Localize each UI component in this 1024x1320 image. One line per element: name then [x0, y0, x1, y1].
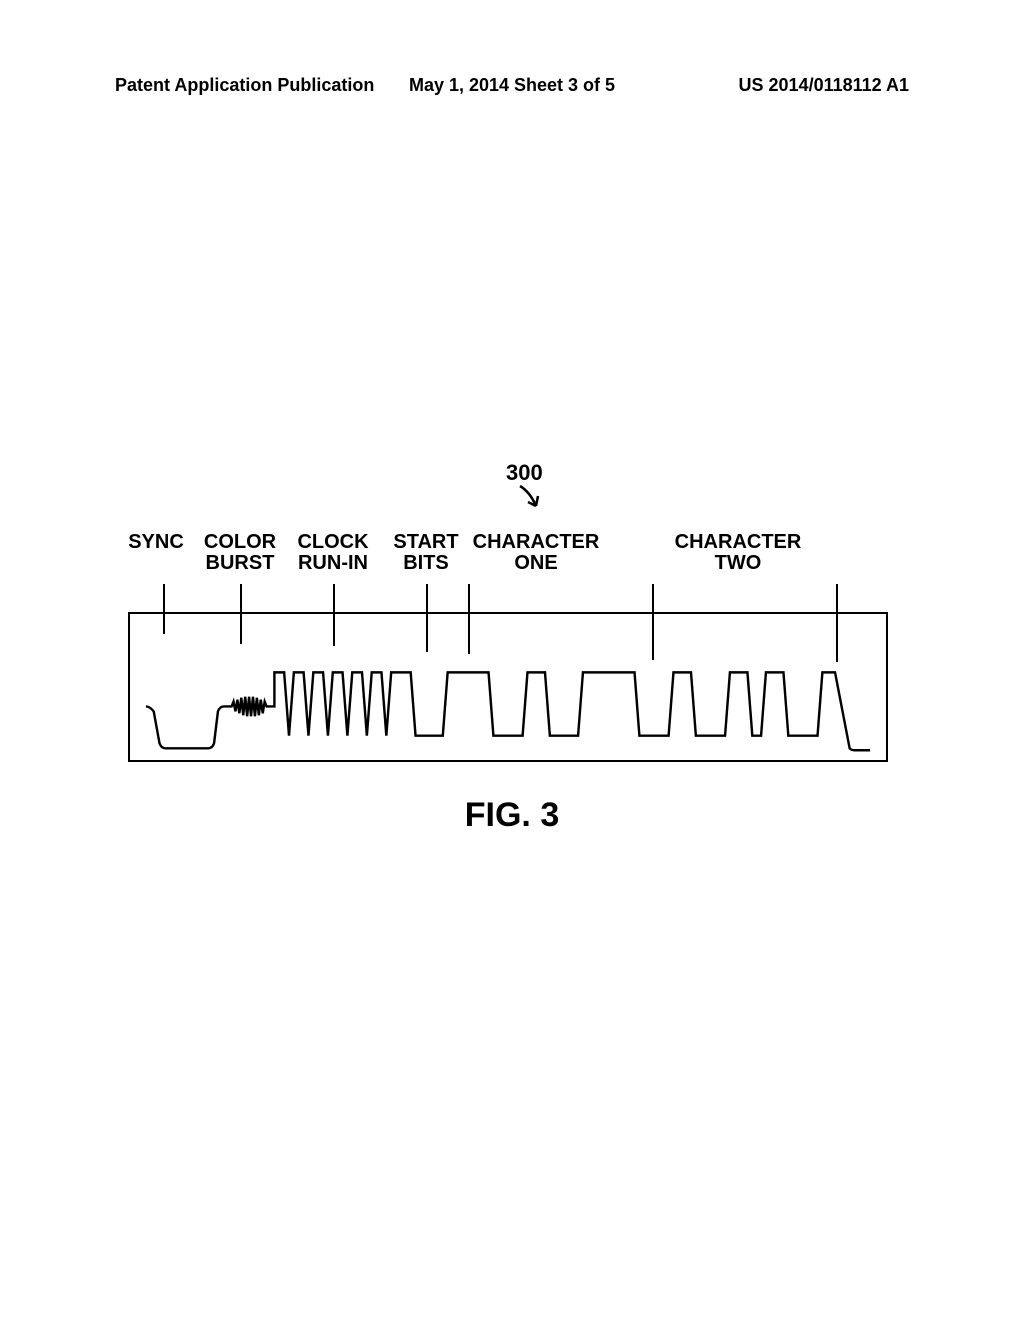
signal-label: CHARACTERTWO	[675, 532, 802, 574]
header-center: May 1, 2014 Sheet 3 of 5	[409, 75, 615, 96]
header-right: US 2014/0118112 A1	[739, 75, 909, 96]
reference-arrow-icon	[516, 484, 546, 514]
page-header: Patent Application Publication May 1, 20…	[0, 75, 1024, 96]
signal-label: STARTBITS	[393, 532, 458, 574]
waveform-box	[128, 612, 888, 762]
signal-label: SYNC	[128, 532, 184, 553]
signal-label: COLORBURST	[204, 532, 276, 574]
waveform-signal	[130, 614, 886, 760]
signal-label: CLOCKRUN-IN	[297, 532, 368, 574]
figure-caption: FIG. 3	[465, 796, 559, 835]
reference-number: 300	[506, 460, 543, 486]
signal-label: CHARACTERONE	[473, 532, 600, 574]
header-left: Patent Application Publication	[115, 75, 374, 96]
